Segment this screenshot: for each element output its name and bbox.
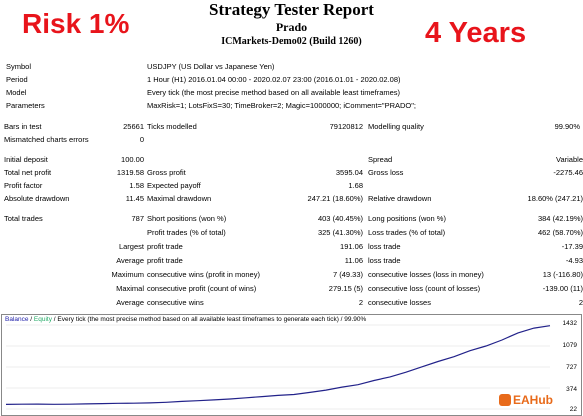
stat-label: Spread bbox=[368, 155, 393, 164]
legend-separator: / bbox=[28, 316, 34, 323]
stat-value: 79120812 bbox=[329, 122, 363, 131]
stat-value: 1.58 bbox=[129, 181, 144, 190]
stat-label: consecutive losses bbox=[368, 298, 431, 307]
legend-description: / Every tick (the most precise method ba… bbox=[52, 316, 367, 323]
years-overlay: 4 Years bbox=[425, 17, 527, 49]
stat-label: Modelling quality bbox=[368, 122, 424, 131]
stat-value: 384 (42.19%) bbox=[537, 214, 583, 223]
stat-value: -2275.46 bbox=[553, 168, 583, 177]
stat-value: 191.06 bbox=[340, 242, 363, 251]
stat-label: Average bbox=[116, 256, 144, 265]
info-value: MaxRisk=1; LotsFixS=30; TimeBroker=2; Ma… bbox=[147, 101, 416, 110]
legend-equity: Equity bbox=[33, 316, 52, 323]
stat-value: -139.00 (11) bbox=[542, 284, 583, 293]
watermark: EAHub bbox=[513, 393, 553, 407]
stat-label: profit trade bbox=[147, 242, 183, 251]
stat-value: 325 (41.30%) bbox=[317, 228, 363, 237]
stat-label: profit trade bbox=[147, 256, 183, 265]
stat-label: loss trade bbox=[368, 256, 401, 265]
stat-value: Variable bbox=[556, 155, 583, 164]
stat-value: 2 bbox=[578, 298, 583, 307]
info-value: 1 Hour (H1) 2016.01.04 00:00 - 2020.02.0… bbox=[147, 75, 401, 84]
stat-value: 1.68 bbox=[348, 181, 363, 190]
stat-value: 403 (40.45%) bbox=[317, 214, 363, 223]
stat-value: 11.06 bbox=[344, 256, 363, 265]
stat-value: 787 bbox=[131, 214, 144, 223]
stat-label: Initial deposit bbox=[4, 155, 48, 164]
y-tick: 1079 bbox=[562, 342, 577, 349]
stat-label: consecutive loss (count of losses) bbox=[368, 284, 481, 293]
chart-plot bbox=[5, 324, 551, 410]
expert-name: Prado bbox=[275, 20, 308, 34]
info-key: Period bbox=[6, 75, 28, 84]
stat-label: consecutive profit (count of wins) bbox=[147, 284, 257, 293]
watermark-icon bbox=[499, 394, 511, 406]
stat-label: Total net profit bbox=[4, 168, 52, 177]
stat-label: Long positions (won %) bbox=[368, 214, 446, 223]
stat-value: -4.93 bbox=[565, 256, 583, 265]
info-value: Every tick (the most precise method base… bbox=[147, 88, 401, 97]
stat-value: 13 (-116.80) bbox=[542, 270, 583, 279]
stat-label: Ticks modelled bbox=[147, 122, 197, 131]
stat-label: Loss trades (% of total) bbox=[368, 228, 446, 237]
stat-value: 7 (49.33) bbox=[332, 270, 363, 279]
stat-value: 3595.04 bbox=[335, 168, 363, 177]
y-tick: 727 bbox=[566, 364, 577, 371]
stat-value: 25661 bbox=[123, 122, 144, 131]
stat-value: 100.00 bbox=[121, 155, 144, 164]
info-key: Model bbox=[6, 88, 27, 97]
stat-label: Maximum bbox=[111, 270, 144, 279]
stat-label: consecutive wins bbox=[147, 298, 204, 307]
chart-grid bbox=[6, 324, 550, 410]
stat-label: Absolute drawdown bbox=[4, 194, 70, 203]
info-key: Parameters bbox=[6, 101, 45, 110]
server-build: ICMarkets-Demo02 (Build 1260) bbox=[221, 36, 362, 47]
balance-chart: Balance / Equity / Every tick (the most … bbox=[1, 314, 582, 416]
stat-label: Maximal bbox=[116, 284, 144, 293]
stat-label: loss trade bbox=[368, 242, 401, 251]
y-tick: 22 bbox=[569, 406, 577, 413]
stat-label: Average bbox=[116, 298, 144, 307]
y-tick: 374 bbox=[566, 386, 577, 393]
stat-label: Profit trades (% of total) bbox=[147, 228, 226, 237]
stat-value: 1319.58 bbox=[116, 168, 144, 177]
legend-balance: Balance bbox=[5, 316, 29, 323]
stat-value: 279.15 (5) bbox=[328, 284, 363, 293]
stat-value: 247.21 (18.60%) bbox=[307, 194, 363, 203]
stat-label: Largest bbox=[118, 242, 144, 251]
stat-label: Short positions (won %) bbox=[147, 214, 227, 223]
stat-label: Profit factor bbox=[4, 181, 43, 190]
stat-value: -17.39 bbox=[561, 242, 583, 251]
stat-label: Bars in test bbox=[4, 122, 42, 131]
stat-value: 11.45 bbox=[125, 194, 144, 203]
report-title: Strategy Tester Report bbox=[209, 0, 374, 19]
stat-label: consecutive losses (loss in money) bbox=[368, 270, 484, 279]
stat-label: Maximal drawdown bbox=[147, 194, 212, 203]
stat-value: 18.60% (247.21) bbox=[527, 194, 583, 203]
chart-legend: Balance / Equity / Every tick (the most … bbox=[5, 316, 366, 323]
stat-label: Gross profit bbox=[147, 168, 186, 177]
stat-label: Mismatched charts errors bbox=[4, 135, 89, 144]
risk-overlay: Risk 1% bbox=[22, 8, 130, 39]
stat-value: 462 (58.70%) bbox=[537, 228, 583, 237]
info-key: Symbol bbox=[6, 62, 32, 71]
stat-label: Relative drawdown bbox=[368, 194, 432, 203]
stat-label: Total trades bbox=[4, 214, 43, 223]
stat-value: 0 bbox=[139, 135, 144, 144]
stat-value: 2 bbox=[358, 298, 363, 307]
stat-label: consecutive wins (profit in money) bbox=[147, 270, 260, 279]
balance-line bbox=[5, 325, 551, 405]
stat-label: Expected payoff bbox=[147, 181, 201, 190]
stat-value: 99.90% bbox=[554, 122, 580, 131]
stat-label: Gross loss bbox=[368, 168, 404, 177]
y-tick: 1432 bbox=[562, 320, 577, 327]
info-value: USDJPY (US Dollar vs Japanese Yen) bbox=[147, 62, 275, 71]
